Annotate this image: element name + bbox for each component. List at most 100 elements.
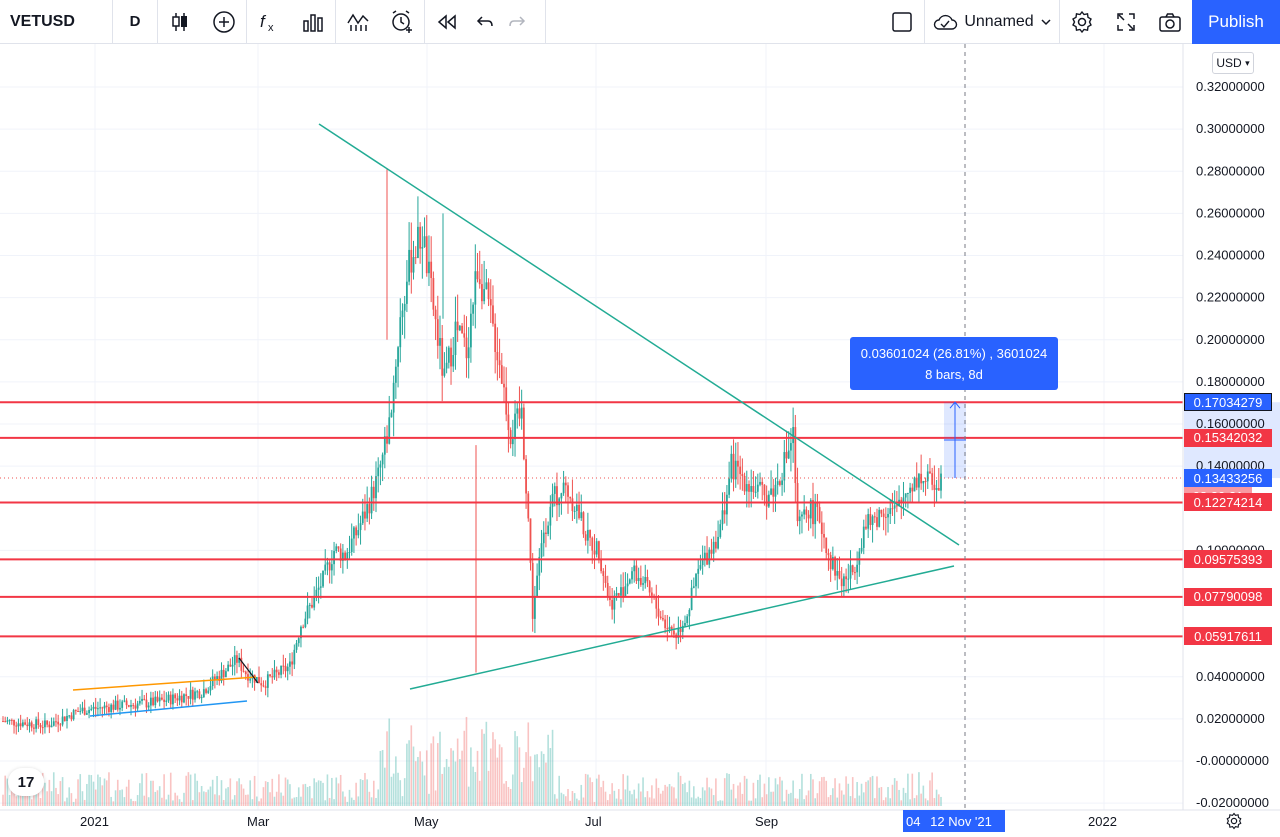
candle-body	[447, 347, 450, 363]
symbol-search[interactable]: VETUSD	[10, 12, 75, 30]
candle-body	[39, 725, 42, 728]
indicators-icon[interactable]	[336, 0, 380, 44]
volume-bar	[545, 762, 547, 806]
candle-body	[483, 289, 486, 302]
volume-bar	[761, 797, 764, 806]
price-tick-label: 0.18000000	[1196, 374, 1265, 389]
tradingview-logo[interactable]: 17	[8, 768, 44, 796]
volume-bar	[816, 793, 819, 806]
ascending-trendline[interactable]	[409, 565, 955, 690]
volume-bar	[315, 782, 318, 806]
price-chart[interactable]: 0.32000000 0.30000000 0.28000000 0.26000000…	[0, 44, 1280, 832]
volume-bar	[794, 798, 797, 806]
volume-bar	[620, 799, 622, 806]
descending-trendline[interactable]	[318, 123, 960, 546]
candle-body	[119, 707, 121, 710]
volume-bar	[459, 759, 461, 806]
currency-select[interactable]: USD ▾	[1212, 52, 1254, 74]
volume-bar	[203, 791, 205, 806]
candle-body	[213, 676, 216, 681]
volume-bar	[278, 774, 280, 806]
candle-body	[209, 686, 212, 691]
volume-bar	[39, 798, 42, 806]
candle-body	[101, 707, 104, 709]
settings-icon[interactable]	[1222, 810, 1246, 832]
candle-body	[158, 697, 161, 702]
candle-body	[255, 677, 258, 683]
volume-bar	[937, 794, 940, 806]
candle-body	[202, 689, 205, 698]
candle-body	[920, 473, 923, 484]
candle-body	[225, 671, 227, 678]
blue-trendline[interactable]	[89, 700, 248, 717]
candle-body	[547, 525, 550, 534]
candle-body	[714, 541, 717, 549]
volume-bar	[512, 774, 514, 806]
candle-body	[368, 504, 371, 514]
candle-body	[240, 657, 243, 671]
candle-body	[549, 506, 552, 526]
candles-icon[interactable]	[158, 0, 202, 44]
volume-bar	[600, 787, 602, 806]
volume-bar	[408, 740, 410, 806]
candle-body	[244, 671, 247, 675]
undo-icon[interactable]	[469, 0, 501, 44]
candle-body	[178, 695, 181, 701]
layout-name-button[interactable]: Unnamed	[925, 0, 1059, 44]
replay-icon[interactable]	[425, 0, 469, 44]
volume-bar	[94, 789, 97, 806]
candle-body	[624, 586, 627, 598]
volume-bar	[130, 798, 132, 806]
candle-body	[359, 523, 362, 531]
volume-bar	[141, 773, 143, 806]
candle-body	[83, 707, 86, 715]
volume-bar	[41, 772, 44, 806]
candle-body	[145, 699, 148, 708]
small-drawing-line[interactable]	[238, 657, 259, 684]
volume-bar	[463, 730, 466, 806]
redo-icon[interactable]	[501, 0, 533, 44]
add-indicator-icon[interactable]	[202, 0, 246, 44]
candle-body	[428, 261, 430, 274]
candle-body	[434, 309, 437, 320]
chart-area[interactable]: 0.32000000 0.30000000 0.28000000 0.26000000…	[0, 44, 1280, 832]
candle-body	[388, 417, 391, 444]
candle-body	[59, 724, 62, 726]
candle-body	[330, 564, 333, 571]
candle-body	[688, 609, 691, 617]
volume-bar	[249, 780, 251, 806]
candle-body	[516, 408, 519, 414]
orange-trendline[interactable]	[72, 676, 257, 691]
volume-bar	[836, 797, 839, 806]
candle-body	[692, 586, 695, 588]
candle-body	[670, 626, 673, 631]
volume-bar	[209, 786, 212, 806]
candle-body	[668, 626, 671, 629]
volume-bar	[386, 731, 388, 806]
bar-chart-icon[interactable]	[291, 0, 335, 44]
camera-icon[interactable]	[1148, 0, 1192, 44]
settings-icon[interactable]	[1060, 0, 1104, 44]
expand-icon[interactable]	[1104, 0, 1148, 44]
candle-body	[812, 500, 814, 525]
candle-body	[108, 707, 110, 713]
candle-body	[628, 579, 631, 584]
volume-bar	[70, 793, 73, 806]
candle-body	[364, 511, 366, 519]
volume-bar	[198, 792, 201, 806]
candle-body	[542, 532, 545, 544]
alert-icon[interactable]	[380, 0, 424, 44]
volume-bar	[885, 797, 887, 806]
volume-bar	[194, 773, 196, 806]
candle-body	[684, 623, 686, 626]
candle-body	[136, 703, 139, 709]
publish-button[interactable]: Publish	[1192, 0, 1280, 44]
interval-button[interactable]: D	[129, 13, 141, 30]
volume-bar	[90, 775, 93, 806]
fullscreen-square-icon[interactable]	[880, 0, 924, 44]
candle-body	[403, 303, 406, 311]
candle-body	[198, 691, 201, 699]
candle-body	[63, 716, 66, 721]
candle-body	[615, 593, 618, 596]
